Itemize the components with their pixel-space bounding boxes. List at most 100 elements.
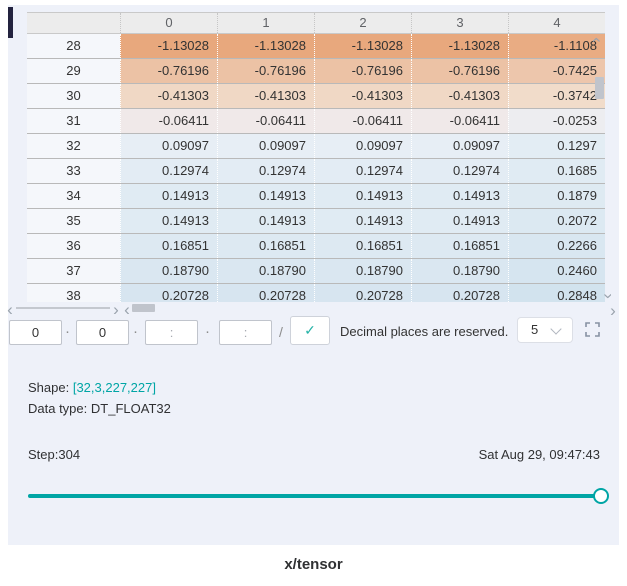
tensor-value-cell: 0.14913 — [120, 209, 217, 233]
scroll-up-icon[interactable]: ‹ — [588, 37, 607, 43]
dim-3-input[interactable] — [219, 320, 272, 345]
dim-separator: · — [65, 323, 70, 340]
tensor-value-cell: 0.12974 — [217, 159, 314, 183]
tensor-value-cell: 0.16851 — [314, 234, 411, 258]
fullscreen-icon — [585, 322, 600, 337]
tensor-value-cell: 0.20728 — [217, 284, 314, 302]
shape-value: [32,3,227,227] — [72, 380, 156, 395]
tensor-value-cell: 0.16851 — [120, 234, 217, 258]
dim-0-input[interactable] — [9, 320, 62, 345]
row-index-cell: 33 — [27, 159, 120, 183]
tensor-value-cell: -1.13028 — [120, 34, 217, 58]
table-row: 35 0.14913 0.14913 0.14913 0.14913 0.2072 — [27, 209, 605, 234]
tensor-value-cell: -0.41303 — [411, 84, 508, 108]
fullscreen-button[interactable] — [585, 322, 600, 337]
row-index-cell: 35 — [27, 209, 120, 233]
step-label: Step:304 — [28, 447, 81, 462]
tensor-value-cell: 0.18790 — [411, 259, 508, 283]
data-scroll-left-icon[interactable]: ‹ — [124, 300, 130, 319]
tensor-value-cell: -0.0253 — [508, 109, 605, 133]
tensor-value-cell: -0.76196 — [411, 59, 508, 83]
tensor-value-cell: 0.09097 — [217, 134, 314, 158]
table-row: 32 0.09097 0.09097 0.09097 0.09097 0.1297 — [27, 134, 605, 159]
tensor-value-cell: 0.12974 — [314, 159, 411, 183]
tensor-value-cell: 0.20728 — [314, 284, 411, 302]
tensor-value-cell: 0.2266 — [508, 234, 605, 258]
dtype-label: Data type: — [28, 401, 88, 416]
tensor-value-cell: 0.16851 — [411, 234, 508, 258]
table-row: 33 0.12974 0.12974 0.12974 0.12974 0.1685 — [27, 159, 605, 184]
row-index-cell: 34 — [27, 184, 120, 208]
tensor-value-cell: -0.06411 — [314, 109, 411, 133]
table-row: 38 0.20728 0.20728 0.20728 0.20728 0.2848 — [27, 284, 605, 302]
column-header: 4 — [508, 13, 605, 33]
tensor-value-cell: -1.13028 — [411, 34, 508, 58]
row-index-cell: 31 — [27, 109, 120, 133]
tensor-value-cell: -0.76196 — [120, 59, 217, 83]
index-scrollbar-track[interactable] — [16, 307, 110, 309]
tensor-value-cell: 0.20728 — [120, 284, 217, 302]
dim-1-input[interactable] — [76, 320, 129, 345]
tensor-value-cell: -1.13028 — [314, 34, 411, 58]
row-index-cell: 30 — [27, 84, 120, 108]
step-slider-track[interactable] — [28, 494, 608, 498]
table-row: 34 0.14913 0.14913 0.14913 0.14913 0.1879 — [27, 184, 605, 209]
row-index-cell: 28 — [27, 34, 120, 58]
tensor-value-cell: -0.76196 — [314, 59, 411, 83]
tensor-value-cell: 0.2072 — [508, 209, 605, 233]
tensor-value-cell: 0.14913 — [411, 184, 508, 208]
page-title: x/tensor — [284, 556, 343, 573]
tensor-value-cell: 0.14913 — [314, 209, 411, 233]
tensor-value-cell: 0.09097 — [411, 134, 508, 158]
decimal-places-select[interactable]: 5 — [517, 317, 573, 343]
chevron-down-icon — [550, 323, 562, 335]
dim-separator: · — [205, 323, 210, 340]
decimal-places-label: Decimal places are reserved. — [340, 324, 509, 339]
slider-thumb[interactable] — [593, 488, 610, 504]
apply-dims-button[interactable]: ✓ — [290, 316, 330, 345]
horizontal-scrollbar-thumb[interactable] — [132, 304, 155, 312]
table-body: 28 -1.13028 -1.13028 -1.13028 -1.13028 -1.110… — [27, 34, 605, 302]
column-header: 3 — [411, 13, 508, 33]
corner-header-cell — [27, 13, 120, 33]
tensor-value-cell: 0.16851 — [217, 234, 314, 258]
tensor-value-cell: -0.41303 — [120, 84, 217, 108]
row-index-cell: 38 — [27, 284, 120, 302]
tensor-value-cell: 0.1879 — [508, 184, 605, 208]
tensor-value-cell: 0.1297 — [508, 134, 605, 158]
tensor-value-cell: 0.09097 — [314, 134, 411, 158]
tensor-value-cell: 0.2460 — [508, 259, 605, 283]
tensor-value-cell: -0.06411 — [217, 109, 314, 133]
tensor-value-cell: 0.18790 — [314, 259, 411, 283]
dim-2-input[interactable] — [145, 320, 198, 345]
tensor-value-cell: -0.06411 — [120, 109, 217, 133]
dim-separator: · — [133, 323, 138, 340]
column-header: 2 — [314, 13, 411, 33]
column-header: 0 — [120, 13, 217, 33]
index-scroll-right-icon[interactable]: › — [113, 300, 119, 319]
data-scroll-right-icon[interactable]: › — [610, 301, 616, 320]
tensor-value-cell: -0.06411 — [411, 109, 508, 133]
tensor-value-cell: 0.14913 — [217, 209, 314, 233]
timestamp: Sat Aug 29, 09:47:43 — [478, 447, 600, 462]
tensor-value-cell: 0.12974 — [411, 159, 508, 183]
tensor-value-cell: 0.20728 — [411, 284, 508, 302]
dim-slash-separator: / — [279, 324, 283, 340]
tensor-value-cell: -0.41303 — [217, 84, 314, 108]
tensor-value-cell: 0.2848 — [508, 284, 605, 302]
vertical-scrollbar-thumb[interactable] — [595, 77, 604, 99]
check-icon: ✓ — [304, 322, 316, 338]
tensor-value-cell: 0.14913 — [314, 184, 411, 208]
tensor-value-cell: -0.76196 — [217, 59, 314, 83]
shape-label: Shape: — [28, 380, 70, 395]
table-row: 30 -0.41303 -0.41303 -0.41303 -0.41303 -0.374… — [27, 84, 605, 109]
scroll-down-icon[interactable]: ‹ — [597, 293, 616, 299]
row-index-cell: 36 — [27, 234, 120, 258]
tensor-value-cell: -1.1108 — [508, 34, 605, 58]
index-scroll-left-icon[interactable]: ‹ — [7, 300, 13, 319]
tensor-value-cell: -0.7425 — [508, 59, 605, 83]
tensor-value-cell: -1.13028 — [217, 34, 314, 58]
row-index-cell: 37 — [27, 259, 120, 283]
decimal-places-value: 5 — [531, 322, 539, 337]
